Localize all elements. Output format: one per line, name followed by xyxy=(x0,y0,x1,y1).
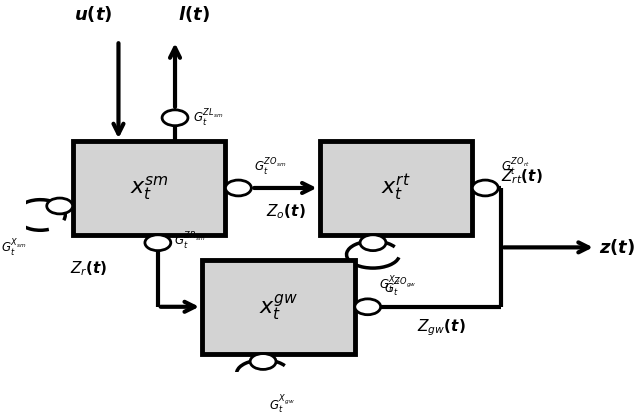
Text: $\boldsymbol{l(t)}$: $\boldsymbol{l(t)}$ xyxy=(178,4,210,24)
Text: $\boldsymbol{z(t)}$: $\boldsymbol{z(t)}$ xyxy=(598,238,635,258)
Text: $\boldsymbol{u(t)}$: $\boldsymbol{u(t)}$ xyxy=(74,4,113,24)
Text: $\boldsymbol{Z_{rt}(t)}$: $\boldsymbol{Z_{rt}(t)}$ xyxy=(501,168,543,186)
Text: $G_t^{X_{sm}}$: $G_t^{X_{sm}}$ xyxy=(1,237,27,258)
Text: $G_t^{ZL_{sm}}$: $G_t^{ZL_{sm}}$ xyxy=(193,107,223,128)
Circle shape xyxy=(162,110,188,126)
Text: $\boldsymbol{Z_o(t)}$: $\boldsymbol{Z_o(t)}$ xyxy=(266,202,305,221)
Text: $G_t^{ZO_{gw}}$: $G_t^{ZO_{gw}}$ xyxy=(383,277,416,299)
Circle shape xyxy=(250,354,276,369)
Circle shape xyxy=(47,198,72,214)
Circle shape xyxy=(360,235,386,250)
Text: $G_t^{X_{rt}}$: $G_t^{X_{rt}}$ xyxy=(379,275,401,295)
Bar xyxy=(202,260,355,354)
Text: $G_t^{ZR_{sm}}$: $G_t^{ZR_{sm}}$ xyxy=(173,230,205,251)
Text: $x_t^{gw}$: $x_t^{gw}$ xyxy=(259,292,298,322)
Text: $x_t^{sm}$: $x_t^{sm}$ xyxy=(129,174,168,202)
Circle shape xyxy=(355,299,381,315)
Circle shape xyxy=(472,180,498,196)
Text: $G_t^{X_{gw}}$: $G_t^{X_{gw}}$ xyxy=(269,393,295,416)
Text: $\boldsymbol{Z_{gw}(t)}$: $\boldsymbol{Z_{gw}(t)}$ xyxy=(417,317,465,338)
Bar xyxy=(72,141,225,235)
Text: $x_t^{rt}$: $x_t^{rt}$ xyxy=(381,173,411,203)
Text: $\boldsymbol{Z_r(t)}$: $\boldsymbol{Z_r(t)}$ xyxy=(70,260,107,278)
Text: $G_t^{ZO_{rt}}$: $G_t^{ZO_{rt}}$ xyxy=(501,156,530,177)
Circle shape xyxy=(225,180,252,196)
Text: $G_t^{ZO_{sm}}$: $G_t^{ZO_{sm}}$ xyxy=(254,156,287,177)
Circle shape xyxy=(145,235,171,250)
Bar xyxy=(319,141,472,235)
